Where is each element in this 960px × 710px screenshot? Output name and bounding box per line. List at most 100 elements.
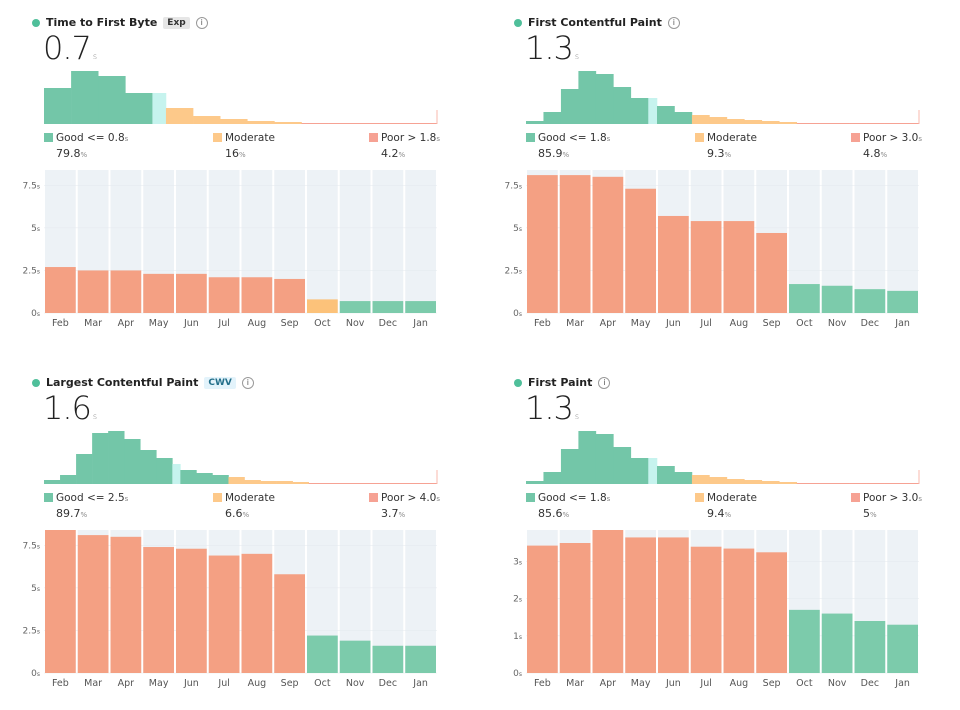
month-bar[interactable] bbox=[372, 301, 404, 313]
month-bar[interactable] bbox=[176, 548, 207, 673]
legend-value: 4.8 bbox=[863, 147, 881, 160]
month-bar[interactable] bbox=[77, 270, 109, 313]
month-bar[interactable] bbox=[723, 548, 755, 673]
y-tick-value: 7.5 bbox=[505, 181, 519, 191]
metric-panel: First Paint i 1.3 s Good <= 1.8s 85.6% Moder… bbox=[482, 360, 960, 710]
info-icon[interactable]: i bbox=[195, 16, 208, 29]
month-bar[interactable] bbox=[625, 537, 656, 673]
month-bar[interactable] bbox=[592, 530, 624, 673]
info-icon[interactable]: i bbox=[667, 16, 680, 29]
status-dot-icon bbox=[514, 18, 522, 27]
status-dot-icon bbox=[32, 18, 40, 27]
histogram-bin bbox=[543, 112, 562, 124]
x-tick-label: Jul bbox=[699, 678, 711, 689]
month-bar[interactable] bbox=[110, 270, 142, 313]
histogram-bin bbox=[220, 119, 248, 124]
month-bar[interactable] bbox=[143, 273, 174, 313]
x-tick-label: Jul bbox=[217, 318, 229, 329]
histogram-bin bbox=[779, 482, 798, 484]
histogram-bin bbox=[193, 116, 221, 124]
metric-value-unit: s bbox=[92, 412, 98, 421]
month-bar[interactable] bbox=[756, 552, 787, 673]
month-bar[interactable] bbox=[690, 221, 722, 313]
month-bar[interactable] bbox=[208, 555, 240, 673]
month-bar[interactable] bbox=[854, 289, 886, 313]
month-bar[interactable] bbox=[176, 273, 207, 313]
x-tick-label: Feb bbox=[534, 678, 551, 689]
metric-panel: Time to First Byte Exp i 0.7 s Good <= 0.8s… bbox=[0, 0, 480, 350]
distribution-histogram bbox=[44, 431, 438, 484]
month-bar[interactable] bbox=[241, 553, 273, 673]
month-bar[interactable] bbox=[821, 285, 853, 313]
month-bar[interactable] bbox=[887, 624, 918, 673]
month-bar[interactable] bbox=[658, 537, 689, 673]
legend-value: 85.9 bbox=[538, 147, 563, 160]
month-bar[interactable] bbox=[789, 609, 820, 673]
month-bar[interactable] bbox=[45, 267, 76, 313]
month-bar[interactable] bbox=[723, 221, 755, 313]
month-bar[interactable] bbox=[405, 645, 436, 673]
histogram-bin bbox=[172, 464, 181, 484]
x-tick-label: Mar bbox=[566, 318, 584, 329]
month-bar[interactable] bbox=[405, 301, 436, 313]
histogram-bin bbox=[657, 106, 675, 124]
y-tick-value: 1 bbox=[513, 632, 519, 642]
y-tick-unit: s bbox=[519, 226, 522, 233]
histogram-bin bbox=[595, 434, 614, 484]
month-bar[interactable] bbox=[339, 640, 371, 673]
legend-moderate: Moderate 9.3% bbox=[695, 132, 757, 160]
month-bar[interactable] bbox=[690, 546, 722, 673]
month-bar[interactable] bbox=[527, 175, 558, 313]
month-bar[interactable] bbox=[854, 621, 886, 673]
percent-unit: % bbox=[80, 151, 88, 159]
month-bar[interactable] bbox=[372, 645, 404, 673]
histogram-bin bbox=[560, 449, 579, 484]
month-bar[interactable] bbox=[789, 284, 820, 313]
month-bar[interactable] bbox=[756, 232, 787, 313]
month-bar[interactable] bbox=[658, 215, 689, 313]
y-tick-label: 7.5s bbox=[505, 181, 522, 191]
histogram-bin bbox=[831, 483, 850, 484]
histogram-bin bbox=[328, 123, 356, 124]
info-icon[interactable]: i bbox=[598, 376, 611, 389]
y-tick-unit: s bbox=[519, 268, 522, 275]
histogram-bin bbox=[44, 480, 61, 484]
x-tick-label: Nov bbox=[346, 678, 365, 689]
month-bar[interactable] bbox=[45, 530, 76, 673]
histogram-bin bbox=[292, 482, 309, 484]
y-tick-unit: s bbox=[519, 311, 522, 318]
month-bar[interactable] bbox=[110, 536, 142, 673]
y-tick-label: 0s bbox=[513, 309, 522, 319]
month-bar[interactable] bbox=[592, 176, 624, 313]
month-bar[interactable] bbox=[887, 290, 918, 313]
metric-title: Time to First Byte bbox=[46, 16, 158, 29]
month-bar[interactable] bbox=[307, 635, 338, 673]
y-tick-unit: s bbox=[519, 634, 522, 641]
x-tick-label: Nov bbox=[828, 678, 847, 689]
y-tick-label: 0s bbox=[31, 669, 40, 679]
month-bar[interactable] bbox=[527, 545, 558, 673]
month-bar[interactable] bbox=[307, 299, 338, 313]
month-bar[interactable] bbox=[241, 277, 273, 313]
metric-value: 1.3 s bbox=[525, 29, 579, 67]
legend-label: Moderate bbox=[225, 492, 275, 504]
histogram-bin bbox=[709, 117, 728, 124]
month-bar[interactable] bbox=[77, 535, 109, 673]
info-icon[interactable]: i bbox=[241, 376, 254, 389]
percent-unit: % bbox=[870, 511, 877, 519]
month-bar[interactable] bbox=[274, 278, 305, 313]
month-bar[interactable] bbox=[559, 175, 591, 313]
month-bar[interactable] bbox=[143, 547, 174, 673]
month-bar[interactable] bbox=[559, 543, 591, 673]
month-bar[interactable] bbox=[821, 613, 853, 673]
month-bar[interactable] bbox=[274, 574, 305, 673]
month-bar[interactable] bbox=[339, 301, 371, 313]
legend-unit: s bbox=[606, 495, 611, 503]
month-bar[interactable] bbox=[208, 277, 240, 313]
y-tick-value: 2.5 bbox=[23, 266, 37, 276]
percent-unit: % bbox=[724, 511, 732, 519]
legend-value: 85.6 bbox=[538, 507, 563, 520]
metric-panel: Largest Contentful Paint CWV i 1.6 s Good <… bbox=[0, 360, 480, 710]
metric-header: Time to First Byte Exp i bbox=[32, 16, 208, 29]
month-bar[interactable] bbox=[625, 188, 656, 313]
